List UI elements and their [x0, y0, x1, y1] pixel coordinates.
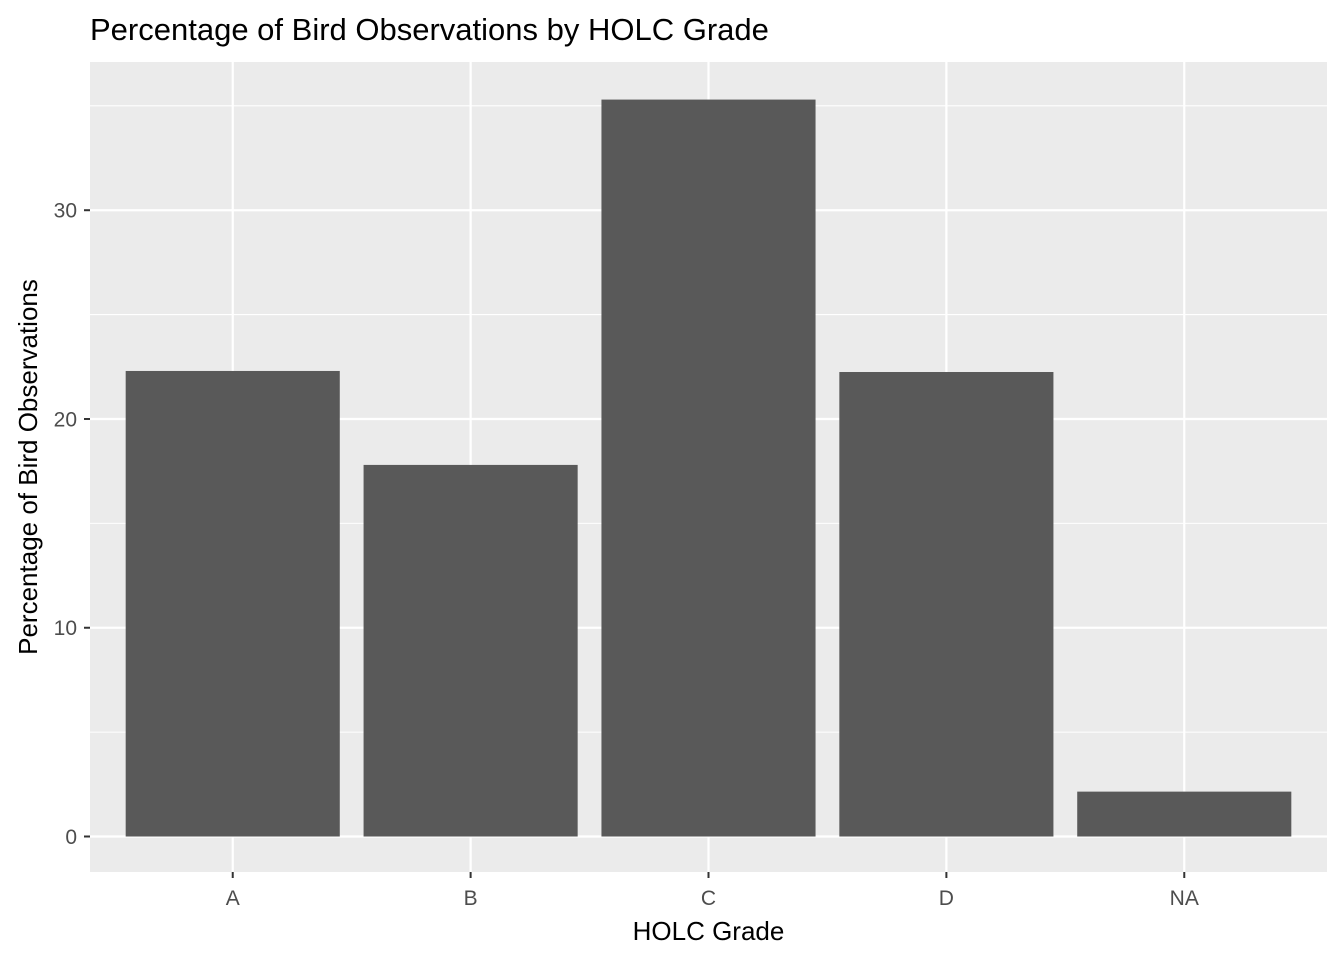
bar-a	[125, 370, 340, 837]
y-axis: 0 10 20 30	[54, 200, 90, 849]
y-tick-label: 10	[54, 617, 77, 640]
x-axis: A B C D NA	[226, 872, 1199, 910]
x-tick-label: A	[226, 887, 240, 910]
bar-b	[363, 464, 578, 837]
y-tick-label: 30	[54, 200, 77, 223]
x-tick-label: D	[939, 887, 954, 910]
x-tick-label: C	[701, 887, 716, 910]
bar-na	[1077, 791, 1292, 837]
y-tick-label: 0	[65, 826, 77, 849]
bars	[125, 99, 1292, 837]
x-tick-label: B	[464, 887, 478, 910]
bar-d	[839, 372, 1054, 837]
x-tick-label: NA	[1170, 887, 1199, 910]
bar-c	[601, 99, 816, 837]
chart-title: Percentage of Bird Observations by HOLC …	[90, 12, 769, 47]
y-axis-title: Percentage of Bird Observations	[13, 279, 43, 655]
x-axis-title: HOLC Grade	[633, 916, 785, 946]
y-tick-label: 20	[54, 408, 77, 431]
